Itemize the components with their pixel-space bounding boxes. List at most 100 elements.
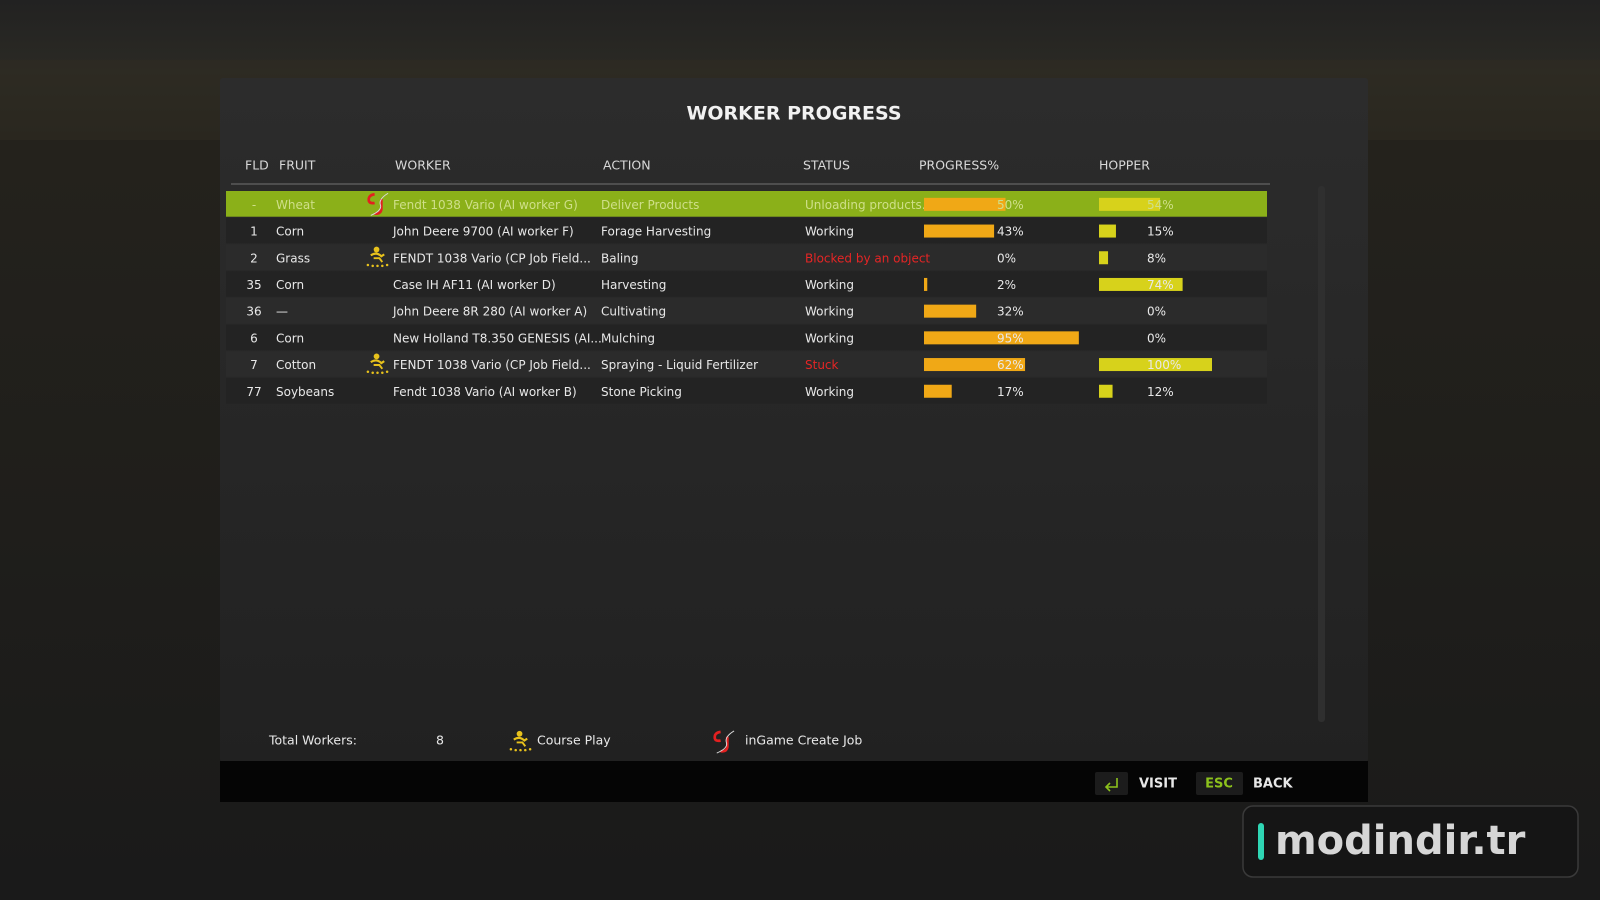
progress-bar xyxy=(924,358,1026,372)
column-headers: FLD FRUIT WORKER ACTION STATUS PROGRESS%… xyxy=(245,158,1150,173)
fruit: Corn xyxy=(276,331,304,345)
esc-key[interactable] xyxy=(1196,772,1243,795)
status: Working xyxy=(805,225,854,239)
hopper-label: 0% xyxy=(1147,331,1166,345)
back-button[interactable]: BACK xyxy=(1253,777,1294,792)
progress-bar xyxy=(924,224,995,238)
field: 35 xyxy=(246,278,261,292)
row-background xyxy=(226,324,1267,351)
field: 2 xyxy=(250,251,258,265)
worker: John Deere 8R 280 (AI worker A) xyxy=(392,305,587,319)
hopper-bar xyxy=(1099,197,1161,211)
column-header: FLD xyxy=(245,158,269,173)
hopper-label: 74% xyxy=(1147,278,1174,292)
total-workers-label: Total Workers: xyxy=(268,733,357,748)
progress-label: 17% xyxy=(997,385,1024,399)
hopper-bar xyxy=(1099,224,1116,238)
table-row[interactable]: 36 — John Deere 8R 280 (AI worker A) Cultiv… xyxy=(226,297,1267,324)
progress-label: 2% xyxy=(997,278,1016,292)
row-background xyxy=(226,191,1267,217)
row-background xyxy=(226,297,1267,324)
esc-key-label: ESC xyxy=(1205,777,1233,792)
row-background xyxy=(226,351,1267,377)
fruit: Soybeans xyxy=(276,385,334,399)
table-row[interactable]: 77 Soybeans Fendt 1038 Vario (AI worker B)… xyxy=(226,377,1267,404)
progress-label: 0% xyxy=(997,251,1016,265)
status: Unloading products... xyxy=(805,198,933,212)
hopper-bar xyxy=(1099,384,1113,398)
row-background xyxy=(226,377,1267,404)
hopper-label: 8% xyxy=(1147,251,1166,265)
table-row[interactable]: 2 Grass FENDT 1038 Vario (CP Job Field... B… xyxy=(226,244,1267,271)
status: Blocked by an object xyxy=(805,251,930,265)
visit-key[interactable] xyxy=(1095,772,1128,795)
progress-bar xyxy=(924,277,928,291)
status: Working xyxy=(805,385,854,399)
watermark: modindir.tr xyxy=(1275,818,1526,864)
field: 7 xyxy=(250,358,258,372)
hopper-label: 54% xyxy=(1147,198,1174,212)
worker: Fendt 1038 Vario (AI worker G) xyxy=(393,198,578,212)
progress-label: 95% xyxy=(997,331,1024,345)
legend-label: inGame Create Job xyxy=(745,733,862,748)
action: Deliver Products xyxy=(601,198,699,212)
hopper-label: 12% xyxy=(1147,385,1174,399)
status: Stuck xyxy=(805,358,839,372)
status: Working xyxy=(805,278,854,292)
worker: New Holland T8.350 GENESIS (AI... xyxy=(393,331,602,345)
hopper-label: 100% xyxy=(1147,358,1181,372)
worker: Case IH AF11 (AI worker D) xyxy=(393,278,556,292)
row-background xyxy=(226,271,1267,297)
progress-bar xyxy=(924,384,952,398)
watermark-accent xyxy=(1258,823,1264,860)
column-header: HOPPER xyxy=(1099,158,1150,173)
action: Spraying - Liquid Fertilizer xyxy=(601,358,758,372)
table-row[interactable]: 6 Corn New Holland T8.350 GENESIS (AI... Mu… xyxy=(226,324,1267,351)
total-workers-count: 8 xyxy=(436,733,444,748)
fruit: Cotton xyxy=(276,358,316,372)
field: 77 xyxy=(246,385,261,399)
table-row[interactable]: 35 Corn Case IH AF11 (AI worker D) Harvesti… xyxy=(226,271,1267,297)
fruit: — xyxy=(276,305,288,319)
progress-bar xyxy=(924,331,1079,345)
fruit: Wheat xyxy=(276,198,315,212)
action: Stone Picking xyxy=(601,385,682,399)
legend-label: Course Play xyxy=(537,733,611,748)
worker: John Deere 9700 (AI worker F) xyxy=(392,225,574,239)
legend: Course Play inGame Create Job xyxy=(508,729,862,754)
hopper-label: 15% xyxy=(1147,225,1174,239)
row-background xyxy=(226,217,1267,244)
panel xyxy=(220,78,1368,762)
status: Working xyxy=(805,331,854,345)
hopper-bar xyxy=(1099,251,1109,265)
fruit: Corn xyxy=(276,278,304,292)
table-rows: - Wheat Fendt 1038 Vario (AI worker G) Deli… xyxy=(226,191,1267,404)
title: WORKER PROGRESS xyxy=(686,103,901,125)
worker: FENDT 1038 Vario (CP Job Field... xyxy=(393,358,591,372)
progress-label: 62% xyxy=(997,358,1024,372)
column-header: FRUIT xyxy=(279,158,316,173)
progress-label: 50% xyxy=(997,198,1024,212)
field: 6 xyxy=(250,331,258,345)
column-header: PROGRESS% xyxy=(919,158,999,173)
status: Working xyxy=(805,305,854,319)
action: Cultivating xyxy=(601,305,666,319)
field: 36 xyxy=(246,305,261,319)
field: 1 xyxy=(250,225,258,239)
scrollbar[interactable] xyxy=(1318,186,1325,722)
button-bar xyxy=(220,761,1368,802)
worker: FENDT 1038 Vario (CP Job Field... xyxy=(393,251,591,265)
visit-button[interactable]: VISIT xyxy=(1139,777,1177,792)
hopper-label: 0% xyxy=(1147,305,1166,319)
action: Baling xyxy=(601,251,638,265)
table-row[interactable]: 1 Corn John Deere 9700 (AI worker F) Forage… xyxy=(226,217,1267,244)
table-row[interactable]: - Wheat Fendt 1038 Vario (AI worker G) Deli… xyxy=(226,191,1267,217)
action: Mulching xyxy=(601,331,655,345)
enter-key-icon xyxy=(1104,778,1118,792)
hopper-bar xyxy=(1099,358,1212,372)
hopper-bar xyxy=(1099,277,1183,291)
action: Forage Harvesting xyxy=(601,225,711,239)
field: - xyxy=(252,198,256,212)
table-row[interactable]: 7 Cotton FENDT 1038 Vario (CP Job Field...… xyxy=(226,351,1267,377)
